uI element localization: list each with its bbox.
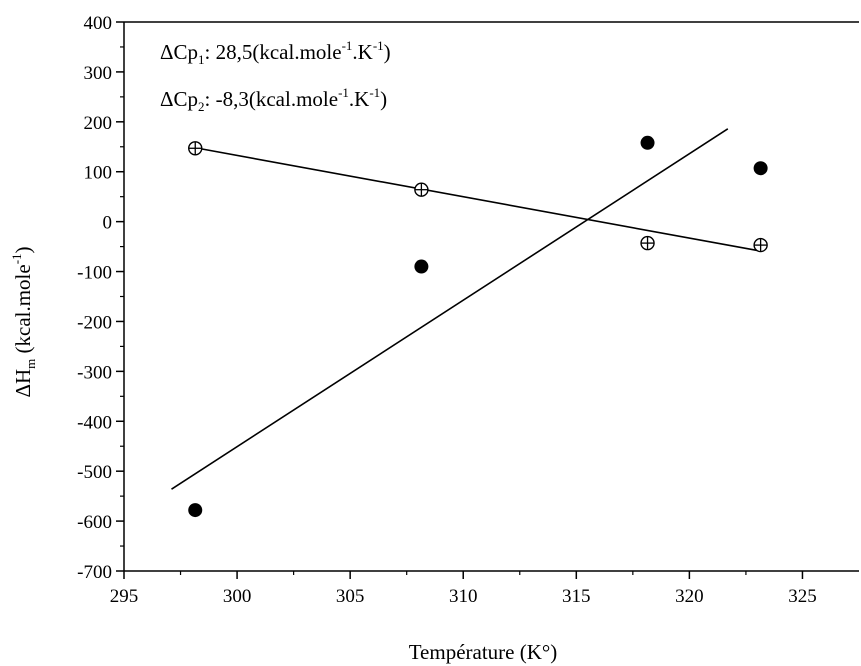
y-tick-label: -200 <box>77 312 112 333</box>
x-tick-label: 310 <box>449 586 478 607</box>
svg-text:ΔCp1: 28,5(kcal.mole-1.K-1): ΔCp1: 28,5(kcal.mole-1.K-1) <box>160 38 391 67</box>
annotation-delta-cp2: ΔCp2: -8,3(kcal.mole-1.K-1) <box>160 85 387 114</box>
x-tick-label: 295 <box>110 586 139 607</box>
y-tick-label: -700 <box>77 562 112 583</box>
y-tick-label: 100 <box>84 163 113 184</box>
data-points <box>188 135 768 518</box>
y-tick-label: -500 <box>77 462 112 483</box>
data-point-filled <box>640 135 655 150</box>
data-point-circle-plus <box>640 235 655 251</box>
x-tick-label: 320 <box>675 586 704 607</box>
y-tick-label: 300 <box>84 63 113 84</box>
data-point-filled <box>188 503 203 518</box>
annotation-delta-cp1: ΔCp1: 28,5(kcal.mole-1.K-1) <box>160 38 391 67</box>
y-tick-label: -300 <box>77 362 112 383</box>
y-axis-title: ΔHm (kcal.mole-1) <box>9 246 38 397</box>
data-point-circle-plus <box>188 141 203 156</box>
fit-line-1 <box>171 128 729 490</box>
x-tick-label: 300 <box>223 586 252 607</box>
fit-lines <box>171 128 761 490</box>
fit-line-2 <box>195 146 761 252</box>
data-point-filled <box>414 259 429 274</box>
x-tick-label: 305 <box>336 586 365 607</box>
data-point-circle-plus <box>753 237 768 253</box>
y-axis: -700 -600 -500 -400 -300 -200 -100 0 100 200 300 40… <box>77 13 124 583</box>
y-tick-label: -400 <box>77 412 112 433</box>
y-tick-label: 200 <box>84 113 113 134</box>
y-tick-label: -100 <box>77 263 112 284</box>
svg-text:ΔHm (kcal.mole-1): ΔHm (kcal.mole-1) <box>9 246 38 397</box>
data-point-filled <box>753 161 768 176</box>
data-point-circle-plus <box>414 182 429 197</box>
x-tick-label: 325 <box>788 586 817 607</box>
x-axis: 295 300 305 310 315 320 325 <box>110 571 817 607</box>
y-tick-label: 400 <box>84 13 113 34</box>
x-axis-title: Température (K°) <box>409 640 558 664</box>
x-tick-label: 315 <box>562 586 591 607</box>
y-tick-label: -600 <box>77 512 112 533</box>
y-tick-label: 0 <box>103 213 113 234</box>
svg-text:ΔCp2: -8,3(kcal.mole-1.K-1): ΔCp2: -8,3(kcal.mole-1.K-1) <box>160 85 387 114</box>
